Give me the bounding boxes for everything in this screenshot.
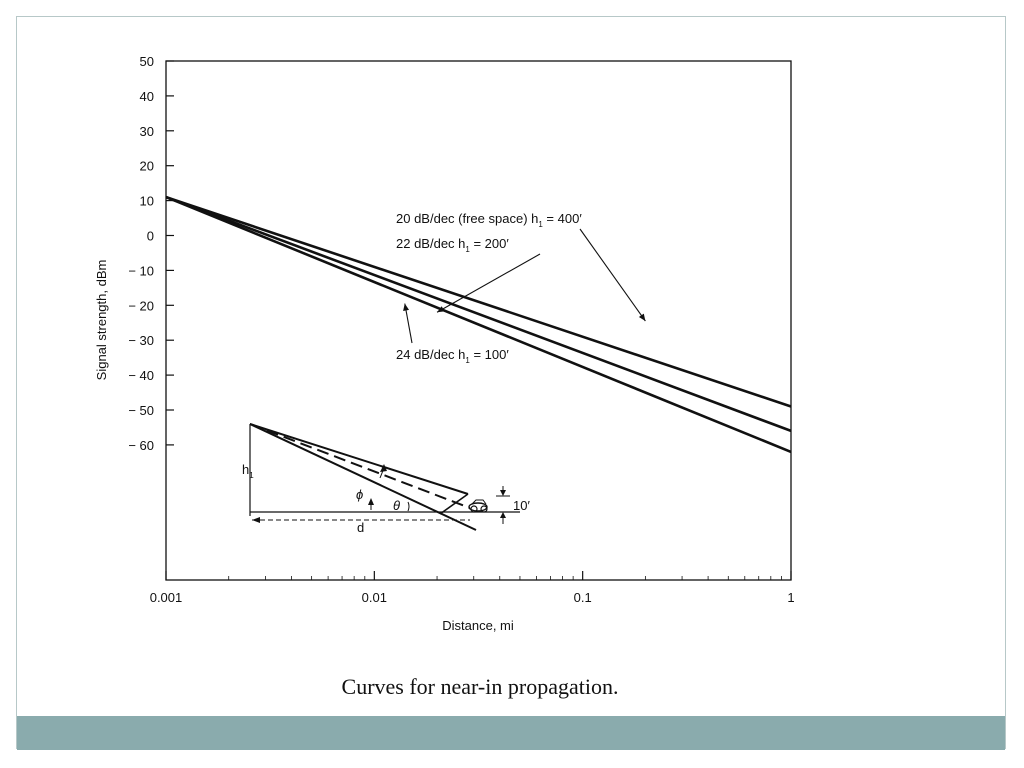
inset-d-arrowhead: [252, 517, 260, 523]
y-tick-label: 50: [140, 54, 154, 69]
slope-annotation-2: 22 dB/dec h1 = 200′: [396, 236, 509, 254]
y-tick-label: 40: [140, 89, 154, 104]
inset-lower-ray: [249, 423, 477, 531]
inset-h1-label: h1: [242, 462, 254, 480]
y-tick-label: − 60: [128, 438, 154, 453]
y-tick-label: − 50: [128, 403, 154, 418]
inset-upper-arrowhead: [380, 464, 387, 472]
annotation-leader-2: [436, 253, 541, 313]
y-tick-label: − 40: [128, 368, 154, 383]
x-tick-label: 0.001: [150, 590, 183, 605]
inset-theta-label: θ: [393, 498, 400, 513]
y-tick-label: − 10: [128, 263, 154, 278]
inset-10ft-arrowhead-bottom: [500, 512, 506, 518]
inset-direct-ray: [249, 423, 471, 509]
inset-d-label: d: [357, 520, 364, 535]
inset-10ft-label: 10′: [513, 498, 530, 513]
series-lines: [165, 195, 792, 454]
annotation-leader-1: [579, 228, 646, 322]
series-line-1: [165, 195, 792, 408]
annotation-arrowhead-2: [437, 306, 445, 313]
slope-annotations: 20 dB/dec (free space) h1 = 400′ 22 dB/de…: [396, 211, 646, 365]
inset-phi-arrowhead: [368, 498, 374, 505]
slide-caption: Curves for near-in propagation.: [341, 674, 619, 699]
series-line-2: [165, 195, 792, 433]
annotation-arrowhead-1: [638, 313, 646, 322]
slide-frame: [16, 16, 1006, 749]
footer-bar: [17, 716, 1005, 750]
car-icon: [468, 499, 488, 513]
inset-phi-label: ϕ: [356, 487, 363, 502]
inset-reflect-ray: [439, 493, 469, 515]
slope-annotation-3: 24 dB/dec h1 = 100′: [396, 347, 509, 365]
y-tick-label: 20: [140, 159, 154, 174]
x-tick-label: 0.01: [362, 590, 387, 605]
x-axis-title: Distance, mi: [442, 618, 514, 633]
inset-geometry-diagram: h1 ϕ θ d 10′: [242, 423, 530, 535]
inset-theta-arc: [407, 501, 410, 512]
x-tick-label: 1: [787, 590, 794, 605]
inset-upper-ray: [249, 423, 469, 495]
y-tick-label: − 30: [128, 333, 154, 348]
slope-annotation-1: 20 dB/dec (free space) h1 = 400′: [396, 211, 582, 229]
x-tick-label: 0.1: [574, 590, 592, 605]
y-tick-label: 0: [147, 229, 154, 244]
y-tick-label: − 20: [128, 298, 154, 313]
y-axis-ticks: 50 40 30 20 10 0 − 10 − 20 − 30 − 40 − 50 − 60: [128, 54, 174, 453]
y-tick-label: 10: [140, 194, 154, 209]
y-tick-label: 30: [140, 124, 154, 139]
plot-area-frame: [165, 60, 792, 581]
y-axis-title: Signal strength, dBm: [94, 260, 109, 381]
annotation-arrowhead-3: [403, 303, 409, 311]
x-axis-ticks: 0.001 0.01 0.1 1: [150, 571, 795, 605]
series-line-3: [165, 195, 792, 454]
inset-10ft-arrowhead-top: [500, 490, 506, 496]
